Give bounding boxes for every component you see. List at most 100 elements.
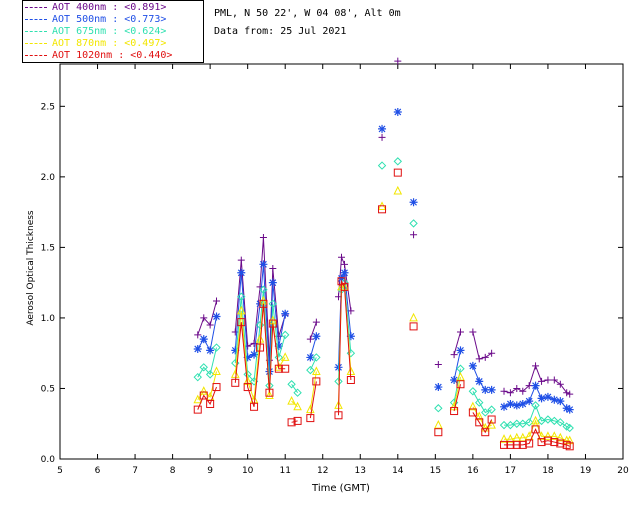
x-tick-label: 12 [317,466,328,476]
series-line [504,403,570,429]
series-layer [193,57,575,451]
legend-swatch [25,42,47,44]
data-point [506,399,515,408]
data-point [193,405,202,414]
data-point [200,314,208,322]
data-point [274,362,284,371]
x-axis-label: Time (GMT) [311,483,370,494]
data-point [506,434,515,443]
data-point [269,265,277,273]
data-point [524,431,534,440]
y-axis-label: Aerosol Optical Thickness [26,210,36,326]
data-point [346,376,355,384]
data-point [237,292,246,301]
data-point [394,57,402,65]
data-point [434,360,442,368]
data-point [409,219,418,228]
y-tick-label: 1.0 [41,314,56,324]
legend-item-1020nm: AOT 1020nm : <0.440> [25,50,172,62]
series-line [453,350,461,381]
x-tick-label: 13 [355,466,366,476]
data-point [259,260,268,269]
data-point [450,376,459,384]
data-point [409,198,418,207]
data-point [206,399,215,408]
data-point [237,256,245,264]
y-tick-label: 1.5 [41,243,55,253]
x-tick-label: 8 [170,466,176,476]
data-point [377,161,387,170]
data-point [487,405,496,414]
series-line [453,331,461,355]
legend: AOT 400nm : <0.891> AOT 500nm : <0.773> … [22,0,204,63]
series-aot-400nm [194,57,574,398]
data-point [481,428,490,437]
data-point [565,423,574,433]
data-point [556,439,565,448]
series-line [309,336,317,358]
data-point [378,133,386,141]
data-point [312,318,320,326]
series-line [504,428,570,447]
data-point [506,440,515,449]
data-point [488,349,496,357]
data-point [550,395,559,404]
data-point [550,438,559,447]
data-point [512,419,521,428]
data-point [212,383,221,392]
series-line [197,347,218,378]
data-point [259,285,268,294]
data-point [550,376,558,384]
data-point [468,401,478,411]
data-point [481,385,490,394]
data-point [306,335,314,343]
data-point [212,343,221,352]
data-point [312,366,321,376]
data-point [563,389,571,397]
data-point [487,415,496,424]
data-point [543,436,552,445]
data-point [281,364,290,373]
data-point [499,420,509,430]
data-point [293,416,302,425]
x-tick-label: 11 [279,466,290,476]
series-line [472,365,492,391]
legend-label: AOT 870nm : <0.497> [52,38,167,49]
data-point [537,431,546,440]
data-point [212,312,221,321]
data-point [231,378,240,387]
data-point [205,391,215,401]
y-tick-label: 0.0 [41,455,56,465]
location-text: PML, N 50 22', W 04 08', Alt 0m [214,8,401,19]
data-point [194,331,202,339]
data-point [468,408,477,417]
legend-item-870nm: AOT 870nm : <0.497> [25,38,166,50]
data-point [340,282,349,291]
x-tick-label: 16 [467,466,479,476]
series-line [472,391,492,414]
data-point [206,321,214,329]
series-line [197,386,217,410]
data-point [256,343,265,352]
series-line [197,316,218,352]
data-point [306,365,315,375]
data-point [544,376,552,384]
legend-swatch [25,30,47,32]
data-point [199,335,208,344]
x-tick-label: 9 [207,466,213,476]
data-point [512,440,521,449]
data-point [193,372,202,382]
data-point [268,319,277,328]
data-point [531,381,540,390]
series-aot-500nm [193,107,574,414]
data-point [341,260,349,268]
series-line [197,300,217,336]
data-point [450,351,458,359]
data-point [293,388,302,397]
data-point [456,372,465,381]
data-point [556,432,565,442]
data-point [543,415,553,424]
data-point [306,353,315,362]
data-point [506,389,514,397]
data-point [250,350,259,359]
